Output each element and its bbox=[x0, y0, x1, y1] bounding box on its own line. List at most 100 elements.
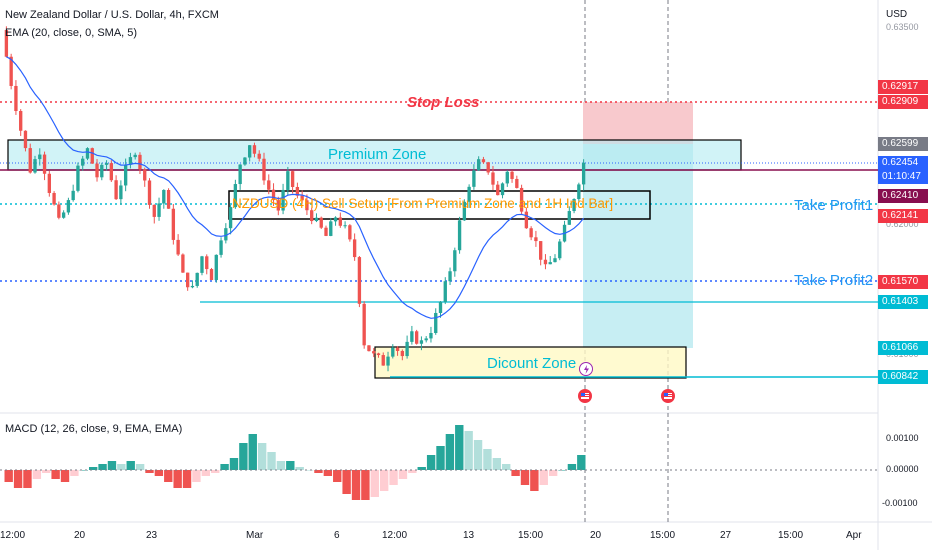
macd-bar bbox=[342, 470, 351, 494]
macd-tick: 0.00100 bbox=[886, 433, 919, 443]
macd-bar bbox=[530, 470, 539, 491]
candle bbox=[486, 162, 490, 173]
candle bbox=[157, 203, 161, 217]
macd-bar bbox=[436, 446, 445, 470]
discount-zone-box[interactable] bbox=[374, 346, 687, 379]
candle bbox=[57, 204, 61, 218]
macd-bar bbox=[4, 470, 13, 482]
candle bbox=[71, 190, 75, 201]
macd-bar bbox=[154, 470, 164, 476]
date-tick: 15:00 bbox=[650, 530, 676, 541]
stop-loss-label[interactable]: Stop Loss bbox=[407, 94, 480, 111]
candle bbox=[66, 200, 71, 213]
candle bbox=[9, 56, 13, 86]
macd-tick: -0.00100 bbox=[882, 498, 918, 508]
price-badge-stop: 0.62909 bbox=[878, 95, 928, 109]
candle bbox=[472, 170, 476, 187]
candle bbox=[152, 204, 156, 217]
macd-bar bbox=[98, 464, 107, 470]
candle bbox=[467, 186, 471, 202]
candle bbox=[567, 211, 571, 225]
candle bbox=[481, 159, 486, 163]
macd-bar bbox=[126, 461, 135, 470]
candle bbox=[109, 163, 114, 181]
macd-bar bbox=[201, 470, 211, 476]
candle bbox=[438, 301, 443, 313]
date-tick: 23 bbox=[146, 530, 158, 541]
date-tick: 20 bbox=[590, 530, 602, 541]
macd-bar bbox=[323, 470, 333, 476]
candle bbox=[405, 341, 409, 357]
price-tick: 0.62000 bbox=[886, 219, 919, 229]
macd-bar bbox=[211, 470, 220, 473]
candle bbox=[324, 227, 328, 236]
candle bbox=[85, 148, 90, 159]
macd-bar bbox=[182, 470, 192, 488]
discount-zone-label[interactable]: Dicount Zone bbox=[487, 355, 577, 372]
candle bbox=[100, 164, 104, 178]
macd-bar bbox=[88, 467, 98, 470]
candle bbox=[81, 158, 85, 166]
candle bbox=[310, 210, 314, 222]
us-flag-icon[interactable] bbox=[661, 389, 675, 403]
premium-zone-label[interactable]: Premium Zone bbox=[328, 146, 427, 163]
candle bbox=[185, 272, 190, 288]
lightning-icon[interactable] bbox=[579, 362, 593, 376]
macd-legend: MACD (12, 26, close, 9, EMA, EMA) bbox=[5, 423, 183, 435]
date-tick: Mar bbox=[246, 530, 264, 541]
candle bbox=[290, 171, 295, 187]
us-flag-icon[interactable] bbox=[578, 389, 592, 403]
macd-bar bbox=[370, 470, 379, 497]
candle bbox=[305, 200, 309, 211]
price-badge-premium-bottom: 0.62410 bbox=[878, 189, 928, 203]
candle bbox=[61, 212, 66, 218]
candle bbox=[510, 171, 514, 179]
target-reward-zone[interactable] bbox=[583, 144, 693, 348]
candle bbox=[219, 240, 223, 255]
macd-bar bbox=[361, 470, 370, 500]
take-profit1-label[interactable]: Take Profit1 bbox=[794, 197, 874, 214]
candle bbox=[519, 187, 524, 212]
candle bbox=[577, 184, 581, 200]
candle bbox=[443, 281, 447, 302]
macd-bar bbox=[248, 434, 257, 470]
candle bbox=[128, 157, 133, 165]
price-tick: 0.63500 bbox=[886, 22, 919, 32]
macd-bar bbox=[520, 470, 530, 485]
macd-bar bbox=[164, 470, 173, 482]
candle bbox=[42, 154, 47, 174]
date-tick: 12:00 bbox=[382, 530, 408, 541]
setup-box[interactable] bbox=[228, 190, 651, 220]
candle bbox=[496, 184, 500, 196]
macd-bar bbox=[445, 434, 455, 470]
macd-bar bbox=[398, 470, 408, 479]
take-profit2-label[interactable]: Take Profit2 bbox=[794, 272, 874, 289]
macd-bar bbox=[239, 443, 248, 470]
candle bbox=[453, 250, 457, 272]
macd-bar bbox=[379, 470, 389, 491]
price-badge-current: 0.62454 bbox=[878, 156, 928, 170]
macd-bar bbox=[276, 461, 286, 470]
macd-bar bbox=[483, 449, 492, 470]
candle bbox=[362, 303, 366, 346]
candle bbox=[123, 164, 128, 186]
candle bbox=[448, 271, 452, 282]
candle bbox=[543, 259, 548, 265]
date-tick: 27 bbox=[720, 530, 732, 541]
price-badge-support: 0.61403 bbox=[878, 295, 928, 309]
date-tick: 12:00 bbox=[0, 530, 26, 541]
macd-bar bbox=[257, 443, 267, 470]
candle bbox=[133, 154, 137, 158]
date-tick: 6 bbox=[334, 530, 340, 541]
macd-tick: 0.00000 bbox=[886, 464, 919, 474]
setup-text[interactable]: NZDUSD (4H) Sell Setup [From Premium Zon… bbox=[232, 196, 614, 211]
macd-bar bbox=[23, 470, 32, 488]
price-badge-discount-top: 0.61066 bbox=[878, 341, 928, 355]
candle bbox=[348, 225, 352, 240]
candle bbox=[95, 163, 99, 178]
candle bbox=[90, 148, 94, 164]
candle bbox=[176, 239, 180, 255]
stop-risk-zone[interactable] bbox=[583, 102, 693, 144]
macd-bar bbox=[408, 470, 417, 473]
